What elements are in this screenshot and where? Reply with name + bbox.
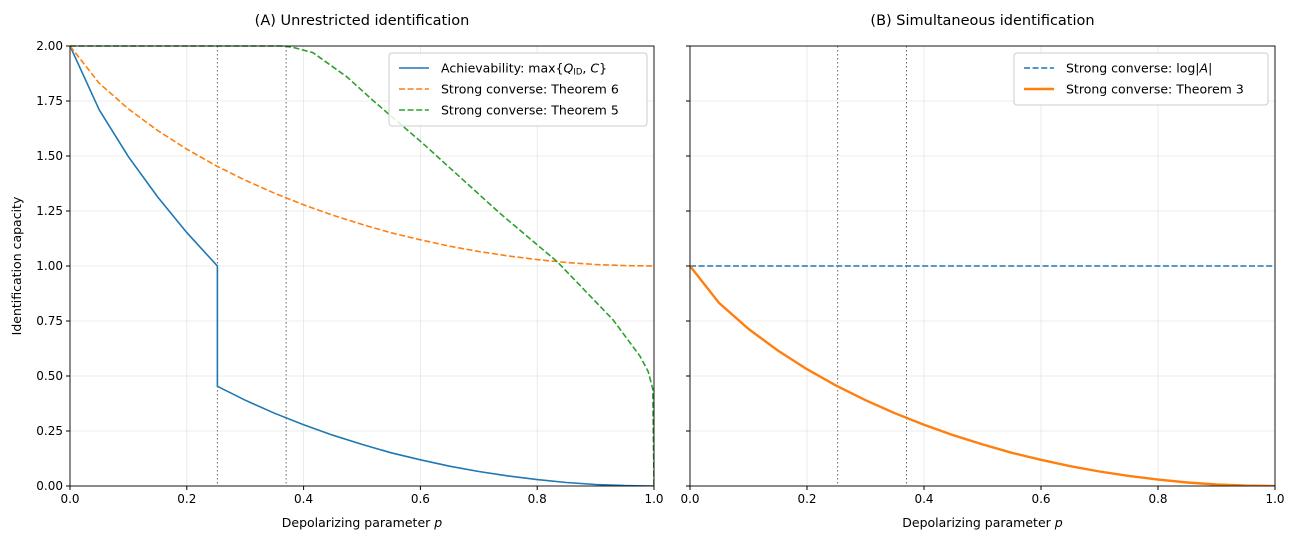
y-tick-label: 1.50 bbox=[36, 149, 63, 163]
legend-text-part: } bbox=[599, 61, 607, 76]
y-axis-label: Identification capacity bbox=[9, 196, 24, 335]
y-tick-label: 1.25 bbox=[36, 204, 63, 218]
series-line-0 bbox=[70, 45, 654, 486]
legend-label-0: Strong converse: log|A| bbox=[1066, 61, 1212, 76]
legend-text-part: | bbox=[1208, 61, 1212, 76]
legend-text-part: C bbox=[590, 61, 599, 76]
legend-label-2: Strong converse: Theorem 5 bbox=[441, 103, 619, 118]
y-tick-label: 0.00 bbox=[36, 479, 63, 493]
x-axis-label: Depolarizing parameter p bbox=[902, 515, 1062, 530]
y-tick-label: 0.50 bbox=[36, 369, 63, 383]
legend-label-1: Strong converse: Theorem 3 bbox=[1066, 82, 1244, 97]
legend-box bbox=[1013, 52, 1269, 106]
legend-text-part: Achievability: max{ bbox=[441, 61, 563, 76]
legend-text-part: Q bbox=[563, 61, 573, 76]
x-tick-label: 0.8 bbox=[1148, 492, 1167, 506]
x-tick-label: 0.8 bbox=[528, 492, 547, 506]
legend-label-0: Achievability: max{QID, C} bbox=[441, 61, 607, 78]
legend-box bbox=[388, 52, 648, 127]
y-tick-label: 0.25 bbox=[36, 424, 63, 438]
legend: Strong converse: log|A|Strong converse: … bbox=[1013, 52, 1269, 106]
chart-title: (A) Unrestricted identification bbox=[255, 13, 470, 29]
chart-title: (B) Simultaneous identification bbox=[870, 13, 1094, 29]
series-line-1 bbox=[690, 265, 1275, 486]
y-tick-label: 0.75 bbox=[36, 314, 63, 328]
x-tick-label: 1.0 bbox=[1265, 492, 1284, 506]
x-axis-label-var: p bbox=[1054, 515, 1063, 530]
panel-b: 0.0 0.2 0.4 0.6 0.8 1.0 (B) Simultaneous ident… bbox=[680, 13, 1284, 530]
legend: Achievability: max{QID, C} Strong convers… bbox=[388, 52, 648, 127]
series-line-2 bbox=[70, 45, 654, 486]
x-tick-label: 0.2 bbox=[797, 492, 816, 506]
y-tick-label: 2.00 bbox=[36, 39, 63, 53]
x-axis-label: Depolarizing parameter p bbox=[282, 515, 442, 530]
x-tick-label: 0.0 bbox=[680, 492, 699, 506]
legend-text-part: , bbox=[582, 61, 590, 76]
legend-text-part: Strong converse: log| bbox=[1066, 61, 1200, 76]
x-tick-label: 0.0 bbox=[60, 492, 79, 506]
legend-label-1: Strong converse: Theorem 6 bbox=[441, 82, 619, 97]
x-tick-label: 1.0 bbox=[644, 492, 663, 506]
legend-text-part: ID bbox=[573, 68, 583, 78]
legend-text-part: A bbox=[1199, 61, 1209, 76]
x-tick-label: 0.4 bbox=[914, 492, 933, 506]
y-tick-label: 1.75 bbox=[36, 94, 63, 108]
x-tick-label: 0.6 bbox=[1031, 492, 1050, 506]
x-tick-label: 0.6 bbox=[411, 492, 430, 506]
y-tick-label: 1.00 bbox=[36, 259, 63, 273]
x-axis-label-var: p bbox=[433, 515, 442, 530]
panel-a: 0.0 0.2 0.4 0.6 0.8 1.0 0.00 0.25 0.50 0.75 1.00 1.… bbox=[9, 13, 664, 530]
x-tick-label: 0.4 bbox=[294, 492, 313, 506]
x-tick-label: 0.2 bbox=[177, 492, 196, 506]
